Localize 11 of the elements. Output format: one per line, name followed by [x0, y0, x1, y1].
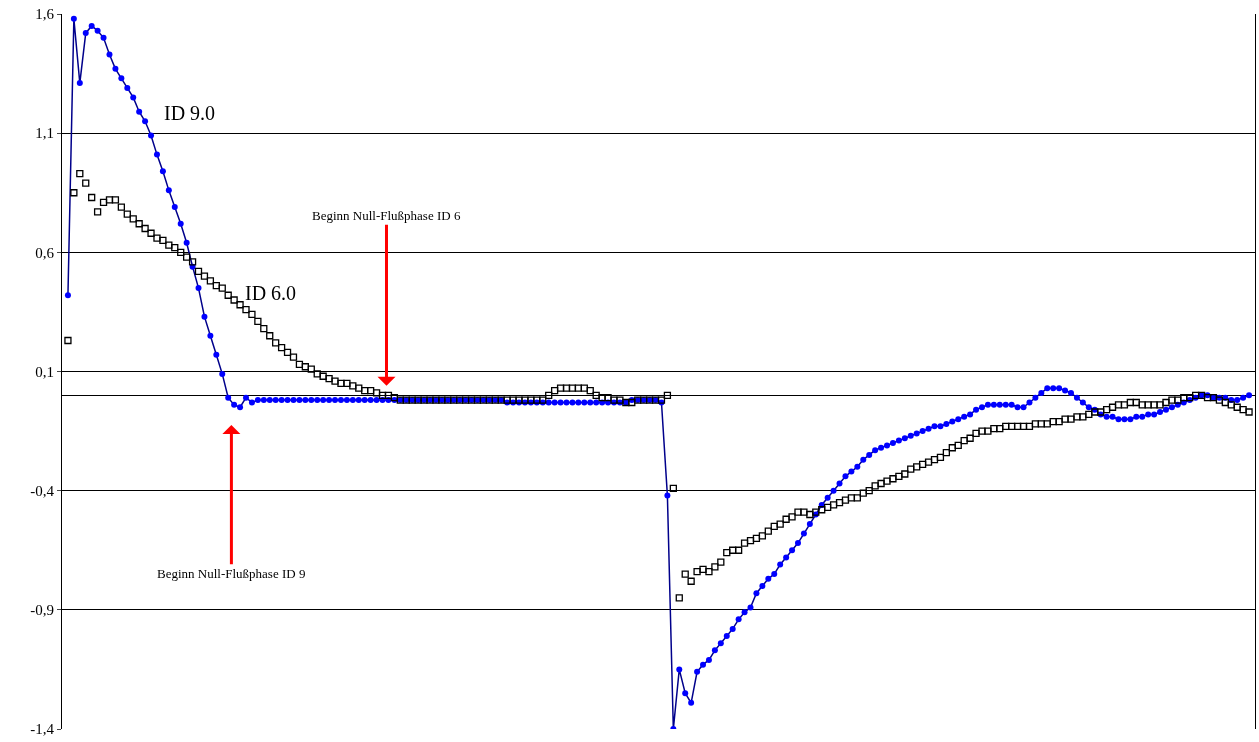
- y-tick-label: 1,1: [35, 125, 54, 142]
- y-tick-label: 0,1: [35, 363, 54, 380]
- y-tick-label: -0,4: [30, 482, 55, 499]
- y-tick-label: -0,9: [30, 602, 54, 619]
- series-label: ID 6.0: [245, 282, 297, 304]
- y-tick-label: -1,4: [30, 721, 55, 738]
- annotation: Beginn Null-Flußphase ID 6: [312, 208, 461, 223]
- series-label: ID 9.0: [164, 102, 216, 124]
- y-tick-label: 1,6: [35, 6, 55, 23]
- annotation: Beginn Null-Flußphase ID 9: [157, 566, 306, 581]
- y-tick-label: 0,6: [35, 244, 55, 261]
